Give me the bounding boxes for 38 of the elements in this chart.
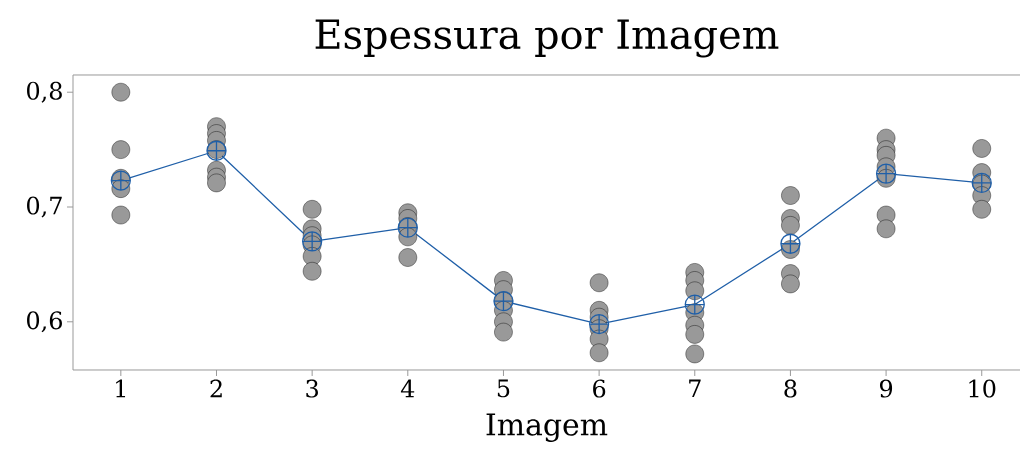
y-tick-label: 0,8 xyxy=(27,81,62,103)
point xyxy=(589,343,609,362)
chart-title: Espessura por Imagem xyxy=(315,19,779,58)
x-tick-label: 8 xyxy=(784,379,797,398)
x-tick-label: 6 xyxy=(593,379,606,398)
y-tick-label: 0,7 xyxy=(27,196,62,218)
x-tick-label: 1 xyxy=(116,379,126,398)
point xyxy=(780,233,801,254)
point xyxy=(207,173,226,193)
point xyxy=(781,216,800,235)
point xyxy=(494,322,513,342)
point xyxy=(685,281,704,300)
x-tick-label: 5 xyxy=(497,379,510,398)
point xyxy=(398,248,417,267)
point xyxy=(111,83,131,102)
x-tick-label: 9 xyxy=(879,379,893,398)
x-tick-label: 10 xyxy=(969,379,996,398)
point xyxy=(875,163,897,184)
point xyxy=(876,219,896,239)
point xyxy=(684,294,705,315)
x-tick-label: 2 xyxy=(210,379,222,398)
x-tick-label: 7 xyxy=(689,379,701,397)
point xyxy=(781,186,800,205)
point xyxy=(972,200,991,219)
point xyxy=(972,139,991,158)
x-axis-title: Imagem xyxy=(486,413,608,442)
point xyxy=(781,274,800,294)
point xyxy=(111,140,131,159)
point xyxy=(589,273,609,292)
point xyxy=(588,313,610,335)
point xyxy=(111,205,131,225)
point xyxy=(685,344,704,364)
point xyxy=(685,325,704,344)
x-tick-label: 3 xyxy=(306,379,318,398)
x-tick-label: 4 xyxy=(400,379,415,398)
point xyxy=(302,200,322,219)
y-tick-label: 0,6 xyxy=(27,311,62,333)
point xyxy=(302,262,322,281)
